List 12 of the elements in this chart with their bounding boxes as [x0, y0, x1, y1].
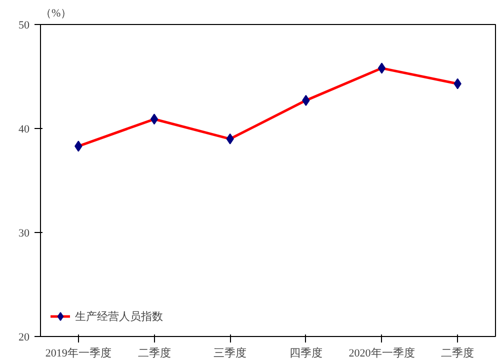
x-tick-label: 2020年一季度	[348, 346, 415, 360]
x-tick-label: 2019年一季度	[45, 346, 112, 360]
x-tick-label: 二季度	[441, 346, 474, 360]
y-tick-label: 40	[18, 124, 30, 136]
y-tick-label: 50	[18, 20, 30, 32]
x-tick-label: 四季度	[289, 346, 322, 360]
x-tick-label: 三季度	[214, 346, 247, 360]
legend-label: 生产经营人员指数	[75, 310, 163, 324]
y-tick-label: 30	[18, 228, 30, 240]
y-tick-label: 20	[18, 332, 30, 344]
x-tick-label: 二季度	[138, 346, 171, 360]
y-axis-title: （%）	[40, 8, 72, 20]
